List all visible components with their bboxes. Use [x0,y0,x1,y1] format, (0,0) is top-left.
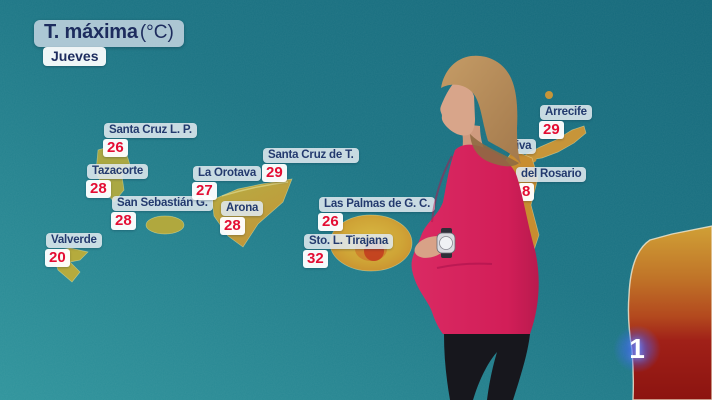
station-temp: 20 [45,249,70,268]
presenter-hair-back [470,134,519,167]
channel-logo-la1: 1 [629,333,645,364]
island-la-gomera [145,215,185,235]
station-temp: 29 [539,121,564,140]
station-temp: 28 [111,212,136,231]
station-label: Arona [221,201,264,217]
title-unit: (°C) [139,22,174,43]
station-tirajana: Sto. L. Tirajana 32 [303,234,394,269]
station-la-orotava: La Orotava 27 [192,166,262,201]
watch-face [439,236,453,250]
island-lanzarote [524,125,587,161]
station-santa-cruz-la-palma: Santa Cruz L. P. 26 [103,123,197,158]
channel-logo-glow: 1 [613,325,661,373]
jacket-sleeve-fold [431,155,453,223]
station-temp: 27 [192,182,217,201]
station-label: del Rosario [516,167,587,183]
presenter-pants [444,334,530,400]
title-pill: T. máxima (°C) [34,20,184,47]
station-las-palmas: Las Palmas de G. C. 26 [318,197,436,232]
station-arrecife: Arrecife 29 [539,105,592,140]
station-temp: 29 [262,164,287,183]
station-puerto-del-rosario: del Rosario 8 [516,167,587,202]
station-label: Tazacorte [87,164,149,180]
station-label: La Orotava [193,166,262,182]
station-label: Valverde [46,233,102,249]
presenter-face [440,80,475,136]
station-santa-cruz-tenerife: Santa Cruz de T. 29 [262,148,359,183]
station-label: Las Palmas de G. C. [319,197,436,213]
station-temp: 28 [86,180,111,199]
station-temp: 26 [103,139,128,158]
station-label: Arrecife [540,105,592,121]
station-label: Santa Cruz L. P. [104,123,197,139]
page-title: T. máxima [44,21,138,43]
presenter-hair [441,55,521,164]
station-temp: 32 [303,250,328,269]
station-temp: 28 [220,217,245,236]
station-label: Santa Cruz de T. [263,148,359,164]
station-label: Sto. L. Tirajana [304,234,394,250]
station-label: San Sebastián G. [112,196,213,212]
station-tazacorte: Tazacorte 28 [86,164,149,199]
station-temp: 26 [318,213,343,232]
jacket-pocket-line [436,262,493,269]
presenter-jacket [411,144,539,334]
station-valverde: Valverde 20 [45,233,102,268]
tenerife-ridge [221,181,289,197]
station-arona: Arona 28 [220,201,264,236]
station-san-sebastian-gomera: San Sebastián G. 28 [111,196,213,231]
day-badge: Jueves [43,47,107,66]
islet-la-graciosa [545,91,553,99]
